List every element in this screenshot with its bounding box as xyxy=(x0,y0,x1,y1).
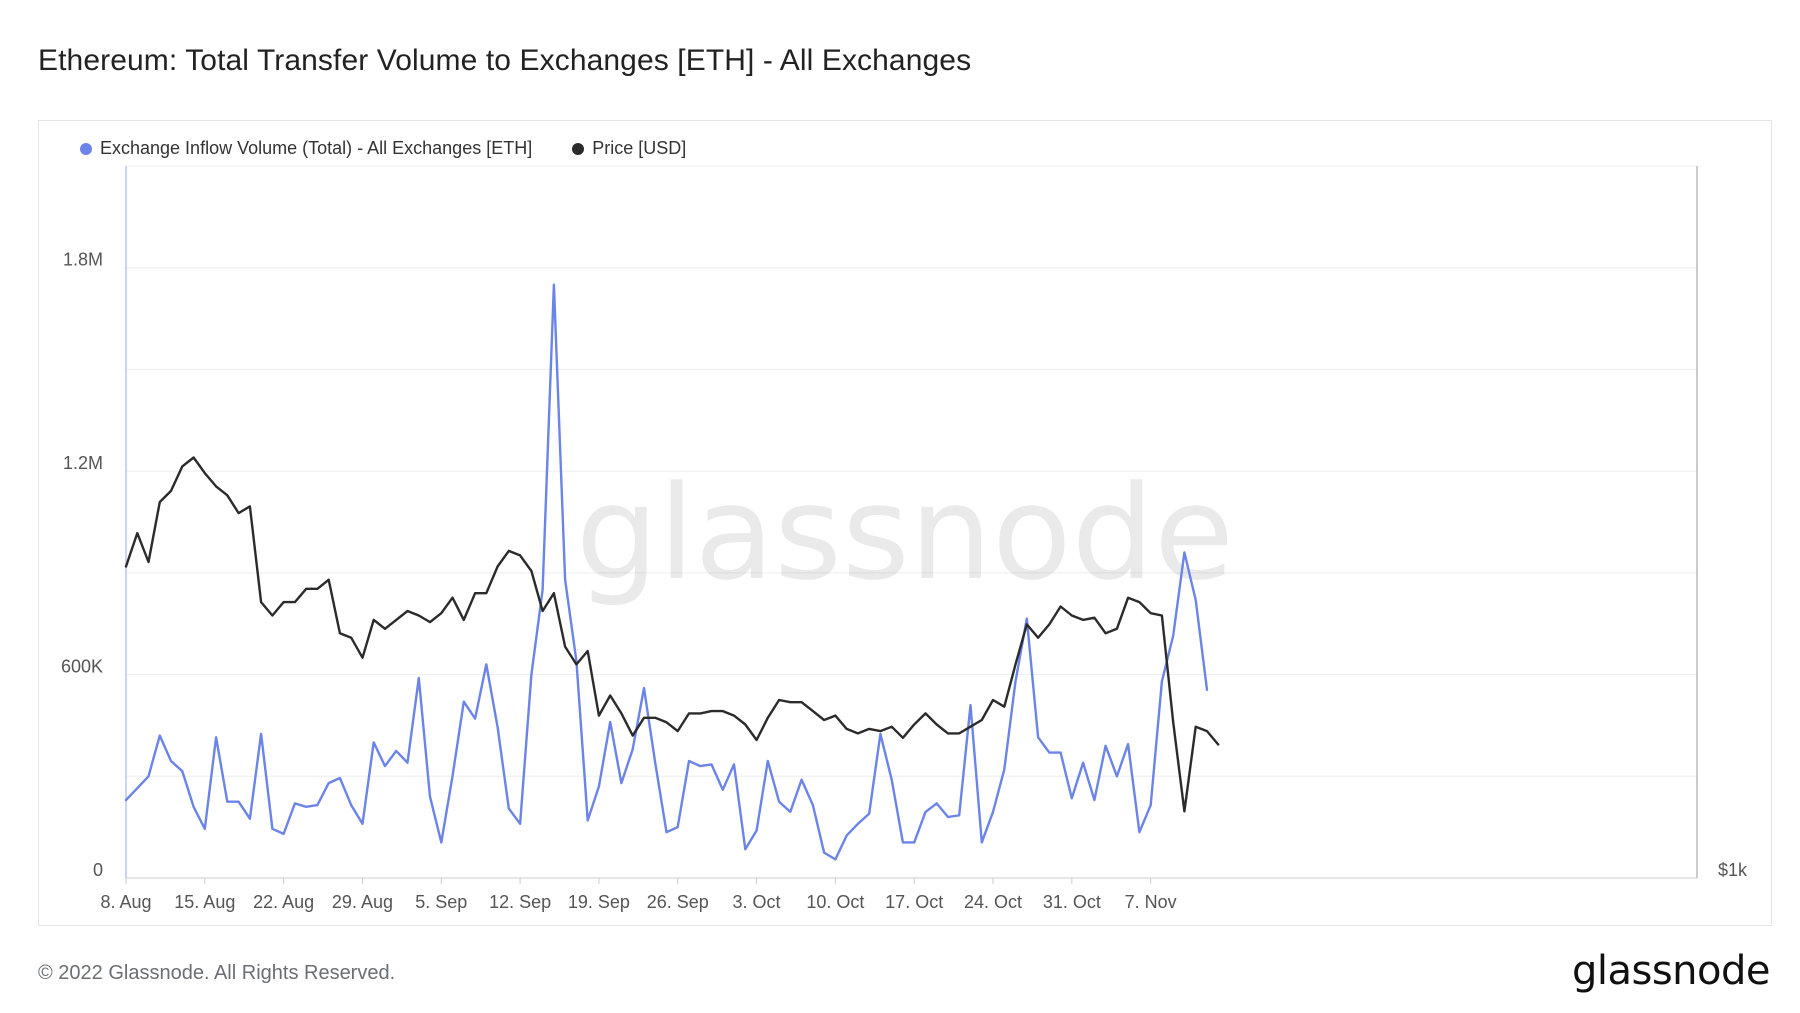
y-tick-labels: 0 600K 1.2M 1.8M $1k xyxy=(61,250,1748,880)
chart-title: Ethereum: Total Transfer Volume to Excha… xyxy=(38,44,972,77)
watermark: glassnode xyxy=(576,457,1234,609)
y-right-tick-label: $1k xyxy=(1718,860,1748,880)
x-tick-label: 8. Aug xyxy=(100,892,151,912)
y-tick-label: 600K xyxy=(61,657,103,677)
y-tick-label: 1.2M xyxy=(63,453,103,473)
x-tick-label: 7. Nov xyxy=(1125,892,1177,912)
legend-item-price[interactable]: Price [USD] xyxy=(572,138,686,159)
axes xyxy=(125,166,1698,879)
x-tick-labels: 8. Aug 15. Aug 22. Aug 29. Aug 5. Sep 12. Sep… xyxy=(100,878,1177,912)
chart-legend: Exchange Inflow Volume (Total) - All Exc… xyxy=(80,138,686,159)
x-tick-label: 31. Oct xyxy=(1043,892,1101,912)
series-line-price xyxy=(124,456,1220,813)
x-tick-label: 22. Aug xyxy=(253,892,314,912)
footer-copyright: © 2022 Glassnode. All Rights Reserved. xyxy=(38,962,396,984)
legend-label-price: Price [USD] xyxy=(592,138,687,158)
x-tick-label: 5. Sep xyxy=(415,892,467,912)
x-tick-label: 19. Sep xyxy=(568,892,630,912)
x-tick-label: 10. Oct xyxy=(806,892,864,912)
series-line-inflow xyxy=(124,283,1209,861)
x-tick-label: 17. Oct xyxy=(885,892,943,912)
chart-panel xyxy=(38,120,1772,926)
x-tick-label: 15. Aug xyxy=(174,892,235,912)
legend-dot-price xyxy=(572,142,585,155)
grid-lines xyxy=(126,165,1697,777)
x-tick-label: 24. Oct xyxy=(964,892,1022,912)
footer-logo[interactable]: glassnode xyxy=(1571,948,1771,994)
legend-dot-inflow xyxy=(80,142,92,155)
y-tick-label: 0 xyxy=(93,860,103,880)
legend-item-inflow[interactable]: Exchange Inflow Volume (Total) - All Exc… xyxy=(80,138,532,159)
series-lines xyxy=(124,283,1220,861)
y-tick-label: 1.8M xyxy=(63,250,103,270)
x-tick-label: 29. Aug xyxy=(332,892,393,912)
x-tick-label: 3. Oct xyxy=(733,892,781,912)
x-tick-label: 26. Sep xyxy=(647,892,709,912)
legend-label-inflow: Exchange Inflow Volume (Total) - All Exc… xyxy=(100,138,533,158)
x-tick-label: 12. Sep xyxy=(489,892,551,912)
